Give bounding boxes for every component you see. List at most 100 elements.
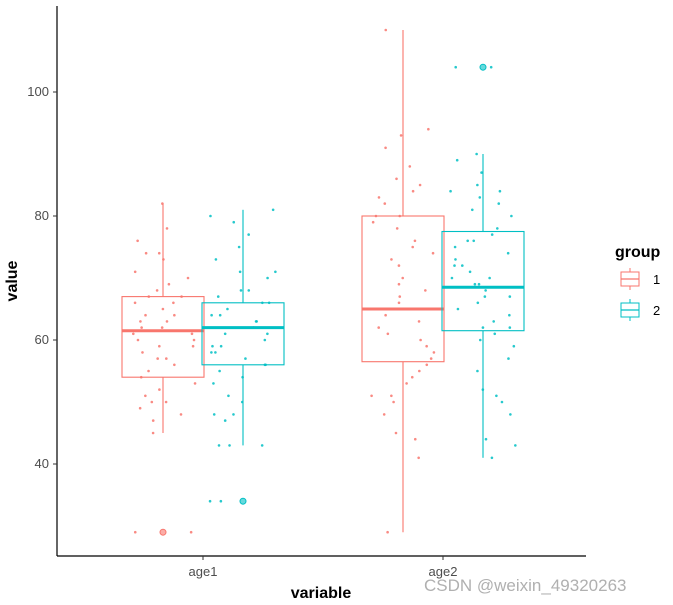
y-tick-label: 40 (35, 456, 49, 471)
data-point (158, 388, 161, 391)
data-point (395, 227, 399, 230)
data-point (382, 413, 386, 416)
data-point (232, 413, 235, 416)
data-point (512, 344, 516, 348)
data-point (377, 326, 381, 329)
x-axis-title: variable (291, 585, 352, 602)
data-point (133, 530, 137, 534)
data-point (179, 413, 183, 416)
data-point (208, 499, 212, 503)
data-point (218, 369, 221, 373)
data-point (144, 394, 147, 398)
data-point (212, 382, 215, 385)
data-point (493, 332, 497, 336)
data-point (377, 196, 381, 199)
data-point (193, 382, 197, 385)
data-point (386, 530, 389, 534)
data-point (488, 276, 491, 280)
data-point (158, 344, 161, 348)
data-point (413, 437, 417, 441)
data-point (238, 270, 242, 274)
data-point (147, 369, 150, 373)
data-point (395, 177, 398, 181)
data-point (476, 301, 480, 305)
data-point (425, 344, 428, 348)
data-point (223, 419, 227, 422)
data-point (165, 357, 168, 360)
data-point (161, 307, 165, 311)
data-point (508, 313, 511, 317)
data-point (226, 307, 229, 311)
legend-label: 2 (653, 303, 660, 318)
data-point (266, 276, 269, 280)
box-age2-group-2 (441, 63, 525, 458)
data-point (144, 313, 147, 317)
data-point (218, 313, 222, 317)
outlier-point (239, 497, 247, 505)
data-point (411, 245, 414, 249)
data-point (156, 357, 159, 360)
data-point (413, 239, 417, 243)
data-point (219, 344, 223, 348)
data-point (405, 382, 408, 385)
data-point (466, 239, 469, 243)
data-point (247, 289, 251, 292)
data-point (418, 369, 421, 373)
data-point (190, 332, 194, 336)
data-point (424, 289, 427, 292)
data-point (254, 320, 258, 323)
data-point (384, 313, 387, 317)
data-point (160, 326, 164, 329)
data-point (136, 239, 139, 243)
data-point (478, 196, 482, 199)
x-tick-label: age1 (189, 564, 218, 579)
data-point (390, 394, 393, 398)
data-point (212, 413, 216, 416)
watermark: CSDN @weixin_49320263 (424, 576, 627, 595)
data-point (191, 344, 195, 348)
legend: group 1 2 (615, 244, 661, 321)
y-axis-title: value (4, 260, 21, 301)
data-point (455, 158, 459, 162)
data-point (383, 202, 387, 205)
data-point (481, 326, 485, 329)
data-point (133, 270, 137, 274)
data-point (371, 220, 375, 224)
data-point (468, 270, 472, 274)
data-point (509, 413, 512, 416)
y-tick-label: 80 (35, 208, 49, 223)
data-point (449, 189, 452, 193)
data-point (189, 530, 193, 534)
data-point (151, 431, 155, 435)
data-point (392, 400, 395, 404)
data-point (271, 208, 275, 212)
data-point (454, 258, 457, 261)
data-point (432, 351, 436, 354)
data-point (157, 251, 161, 255)
data-point (477, 282, 481, 286)
data-point (386, 332, 390, 336)
data-point (136, 338, 140, 342)
outlier-point (479, 63, 487, 71)
data-point (507, 357, 510, 360)
data-point (456, 307, 460, 311)
plot-panel: 40 60 80 100 age1 age2 (27, 6, 586, 579)
data-point (150, 400, 154, 404)
data-point (132, 332, 135, 336)
data-point (399, 134, 403, 137)
data-point (266, 332, 269, 336)
data-point (192, 338, 196, 342)
data-point (500, 400, 504, 404)
data-point (210, 313, 213, 317)
data-point (140, 326, 143, 329)
data-point (427, 127, 430, 131)
data-point (237, 245, 241, 249)
data-point (244, 357, 247, 360)
data-point (483, 295, 487, 298)
outlier-point (159, 528, 167, 536)
data-point (133, 301, 137, 305)
data-point (476, 183, 479, 187)
data-point (260, 444, 264, 447)
data-point (510, 214, 513, 218)
